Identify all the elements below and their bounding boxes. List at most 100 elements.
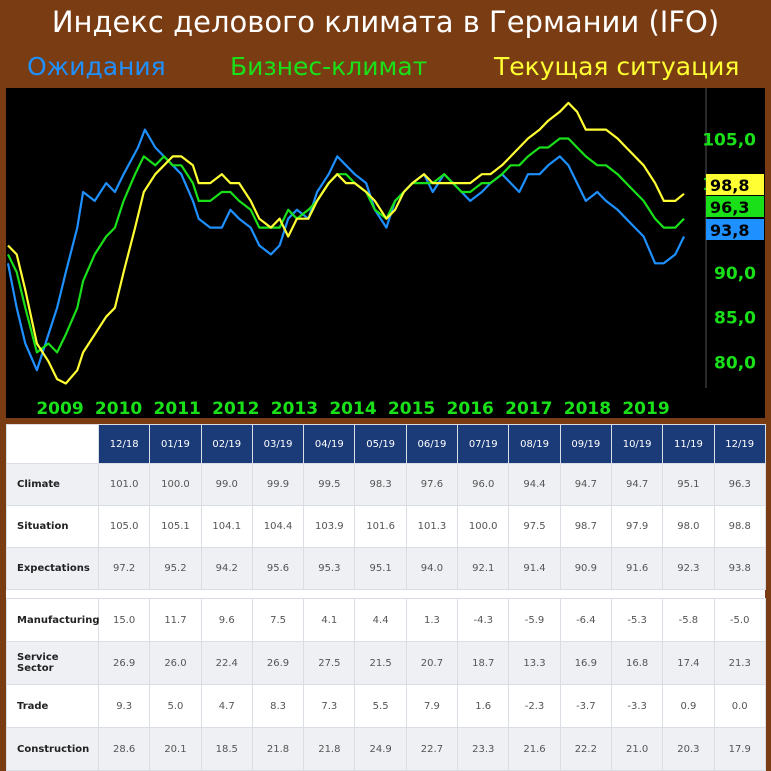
table-cell: 95.1 <box>662 463 715 506</box>
table-row: Expectations 97.2 95.2 94.2 95.6 95.3 95.1 94.0… <box>6 547 766 590</box>
series-line-expectations <box>6 128 685 372</box>
x-tick-label: 2009 <box>36 399 83 418</box>
table-cell: 94.0 <box>405 547 459 590</box>
legend-climate: Бизнес-климат <box>230 52 428 81</box>
y-tick-label: 85,0 <box>714 309 756 329</box>
table-cell: 1.6 <box>457 684 510 728</box>
table-cell: 20.1 <box>149 727 202 771</box>
table-cell: 21.5 <box>354 641 407 685</box>
table-cell: 103.9 <box>303 505 356 548</box>
table-cell: 22.2 <box>559 727 612 771</box>
column-header: 07/19 <box>457 424 510 464</box>
table-cell: 27.5 <box>303 641 356 685</box>
table-cell: 97.6 <box>405 463 459 506</box>
table-row: Trade 9.3 5.0 4.7 8.3 7.3 5.5 7.9 1.6 -2.3 -3.7 -3.… <box>6 684 766 728</box>
column-header: 09/19 <box>559 424 612 464</box>
page-title: Индекс делового климата в Германии (IFO) <box>51 5 720 39</box>
table-cell: 21.8 <box>251 727 305 771</box>
table-cell: 21.3 <box>713 641 766 685</box>
table-cell: 4.4 <box>354 598 407 642</box>
table-cell: 22.7 <box>405 727 459 771</box>
x-tick-label: 2019 <box>622 399 669 418</box>
data-tables: 12/18 01/19 02/19 03/19 04/19 05/19 06/19 07/19… <box>6 424 766 771</box>
column-header: 01/19 <box>149 424 202 464</box>
x-tick-label: 2011 <box>154 399 201 418</box>
table-cell: 26.9 <box>97 641 151 685</box>
table-cell: -5.3 <box>610 598 664 642</box>
series-line-climate <box>7 137 685 354</box>
table-cell: 21.8 <box>303 727 356 771</box>
table-cell: 94.4 <box>508 463 561 506</box>
table-cell: 97.5 <box>508 505 561 548</box>
sector-table: Manufacturing 15.0 11.7 9.6 7.5 4.1 4.4 1.3 -4.3… <box>6 598 766 771</box>
table-cell: 16.8 <box>610 641 664 685</box>
table-cell: -5.8 <box>662 598 715 642</box>
table-cell: 7.3 <box>303 684 356 728</box>
table-cell: 100.0 <box>457 505 510 548</box>
legend-expectations: Ожидания <box>27 52 166 81</box>
table-cell: 20.7 <box>405 641 459 685</box>
table-cell: -3.7 <box>559 684 612 728</box>
table-cell: 96.3 <box>713 463 766 506</box>
table-gap <box>6 590 765 598</box>
ifo-index-table: 12/18 01/19 02/19 03/19 04/19 05/19 06/19 07/19… <box>6 424 766 590</box>
table-cell: 97.9 <box>610 505 664 548</box>
table-cell: 95.1 <box>354 547 407 590</box>
table-cell: 99.9 <box>251 463 305 506</box>
table-cell: 16.9 <box>559 641 612 685</box>
row-label: Construction <box>6 727 99 771</box>
table-row: Construction 28.6 20.1 18.5 21.8 21.8 24.9 22.7… <box>6 727 766 771</box>
table-cell: 23.3 <box>457 727 510 771</box>
x-tick-label: 2015 <box>388 399 435 418</box>
row-label: Manufacturing <box>6 598 100 642</box>
table-cell: 11.7 <box>149 598 202 642</box>
table-cell: 26.9 <box>251 641 305 685</box>
table-cell: -2.3 <box>508 684 561 728</box>
column-header: 03/19 <box>251 424 305 464</box>
column-header: 05/19 <box>354 424 407 464</box>
x-tick-label: 2013 <box>271 399 318 418</box>
table-cell: -4.3 <box>457 598 510 642</box>
table-cell: 0.9 <box>662 684 715 728</box>
x-tick-label: 2010 <box>95 399 142 418</box>
row-label: Service Sector <box>6 641 99 685</box>
table-cell: 92.1 <box>457 547 510 590</box>
table-cell: 96.0 <box>457 463 510 506</box>
table-cell: 26.0 <box>149 641 202 685</box>
table-cell: 97.2 <box>97 547 151 590</box>
table-cell: 99.0 <box>200 463 253 506</box>
table-cell: 18.5 <box>200 727 253 771</box>
y-tick-label: 80,0 <box>714 353 756 373</box>
table-cell: 94.7 <box>610 463 664 506</box>
table-cell: 8.3 <box>251 684 305 728</box>
x-tick-label: 2012 <box>212 399 259 418</box>
table-cell: 98.7 <box>559 505 612 548</box>
table-cell: 104.4 <box>251 505 305 548</box>
chart-legend: Ожидания Бизнес-климат Текущая ситуация <box>0 50 771 84</box>
table-cell: 95.6 <box>251 547 305 590</box>
table-cell: 100.0 <box>149 463 202 506</box>
column-header: 06/19 <box>405 424 459 464</box>
table-header-row: 12/18 01/19 02/19 03/19 04/19 05/19 06/19 07/19… <box>6 424 766 464</box>
table-cell: -5.9 <box>508 598 561 642</box>
table-cell: 20.3 <box>662 727 715 771</box>
x-tick-label: 2014 <box>329 399 376 418</box>
table-cell: 13.3 <box>508 641 561 685</box>
y-tick-label: 105,0 <box>702 131 756 151</box>
table-cell: 4.7 <box>200 684 253 728</box>
column-header: 08/19 <box>508 424 561 464</box>
table-cell: 7.9 <box>405 684 459 728</box>
column-header: 11/19 <box>662 424 715 464</box>
column-header: 12/19 <box>713 424 766 464</box>
table-cell: 22.4 <box>200 641 253 685</box>
table-cell: -6.4 <box>559 598 612 642</box>
x-tick-label: 2018 <box>564 399 611 418</box>
series-line-situation <box>7 101 685 385</box>
table-cell: 15.0 <box>97 598 151 642</box>
row-label: Trade <box>6 684 99 728</box>
table-cell: 104.1 <box>200 505 253 548</box>
table-cell: 1.3 <box>405 598 459 642</box>
table-cell: 101.6 <box>354 505 407 548</box>
table-cell: 92.3 <box>662 547 715 590</box>
end-label-box-expectations <box>706 219 764 240</box>
